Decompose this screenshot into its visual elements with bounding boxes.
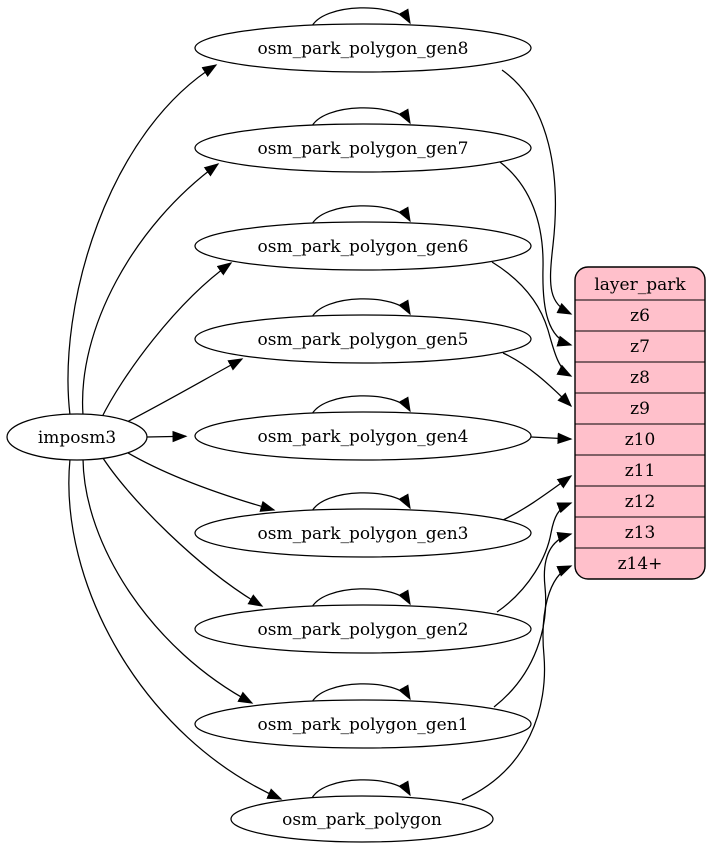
edge-imposm3-to-gen4: [146, 430, 188, 443]
edge-imposm3-to-gen3: [122, 449, 276, 512]
node-osm-park-polygon-gen4: osm_park_polygon_gen4: [194, 411, 532, 461]
row-z7: z7: [630, 337, 650, 357]
self-loop-gen3: [310, 492, 411, 514]
row-z8: z8: [630, 368, 650, 388]
node-osm-park-polygon-gen7: osm_park_polygon_gen7: [194, 123, 532, 173]
row-z10: z10: [625, 430, 656, 450]
gen5-ellipse: [194, 314, 532, 364]
node-osm-park-polygon-gen2: osm_park_polygon_gen2: [194, 604, 532, 654]
edge-imposm3-to-polygon: [68, 458, 283, 800]
gen2-label: osm_park_polygon_gen2: [258, 620, 469, 640]
node-osm-park-polygon-gen8: osm_park_polygon_gen8: [194, 23, 532, 73]
gen5-label: osm_park_polygon_gen5: [258, 330, 469, 350]
edge-imposm3-to-gen2: [100, 454, 264, 607]
row-z13: z13: [625, 523, 656, 543]
node-imposm3: imposm3: [6, 413, 148, 461]
imposm3-label: imposm3: [38, 428, 116, 448]
gen7-ellipse: [194, 123, 532, 173]
edge-gen4-to-z10: [530, 432, 573, 445]
gen6-label: osm_park_polygon_gen6: [258, 237, 469, 257]
row-z12: z12: [625, 492, 656, 512]
gen7-label: osm_park_polygon_gen7: [258, 139, 469, 159]
edge-polygon-to-z14plus: [461, 565, 573, 801]
self-loop-gen4: [310, 395, 411, 417]
edge-gen5-to-z9: [502, 352, 573, 408]
self-loop-gen5: [310, 298, 411, 320]
self-loop-polygon: [310, 779, 411, 801]
gen4-label: osm_park_polygon_gen4: [258, 427, 469, 447]
edges-tables-to-layer: [461, 69, 573, 801]
self-loop-gen8: [310, 7, 411, 29]
edges-source-to-tables: [67, 64, 283, 800]
layer-park-title: layer_park: [594, 275, 686, 295]
self-loop-gen6: [310, 205, 411, 227]
edge-gen8-to-z6: [501, 69, 573, 315]
edge-imposm3-to-gen1: [82, 458, 254, 704]
gen4-ellipse: [194, 411, 532, 461]
node-osm-park-polygon: osm_park_polygon: [230, 795, 494, 843]
polygon-label: osm_park_polygon: [282, 810, 442, 830]
gen3-label: osm_park_polygon_gen3: [258, 524, 469, 544]
gen1-ellipse: [194, 699, 532, 749]
gen3-ellipse: [194, 508, 532, 558]
row-z9: z9: [630, 399, 650, 419]
node-osm-park-polygon-gen3: osm_park_polygon_gen3: [194, 508, 532, 558]
edge-imposm3-to-gen7: [81, 163, 220, 416]
edge-gen6-to-z8: [491, 261, 573, 377]
node-osm-park-polygon-gen5: osm_park_polygon_gen5: [194, 314, 532, 364]
gen6-ellipse: [194, 221, 532, 271]
gen2-ellipse: [194, 604, 532, 654]
self-loop-gen7: [310, 107, 411, 129]
edge-imposm3-to-gen8: [67, 64, 218, 416]
edge-imposm3-to-gen6: [100, 262, 233, 420]
row-z14plus: z14+: [618, 554, 663, 574]
gen1-label: osm_park_polygon_gen1: [258, 715, 469, 735]
edge-gen3-to-z11: [502, 475, 573, 521]
polygon-ellipse: [230, 795, 494, 843]
row-z6: z6: [630, 306, 650, 326]
imposm3-ellipse: [6, 413, 148, 461]
gen8-label: osm_park_polygon_gen8: [258, 39, 469, 59]
node-osm-park-polygon-gen6: osm_park_polygon_gen6: [194, 221, 532, 271]
self-loop-edges: [310, 7, 411, 801]
row-z11: z11: [625, 461, 656, 481]
edge-gen1-to-z13: [493, 532, 573, 708]
edge-gen2-to-z12: [496, 502, 573, 613]
layer-park-box: [574, 266, 706, 580]
edge-gen7-to-z7: [499, 161, 573, 347]
self-loop-gen1: [310, 683, 411, 705]
node-osm-park-polygon-gen1: osm_park_polygon_gen1: [194, 699, 532, 749]
self-loop-gen2: [310, 588, 411, 610]
edge-imposm3-to-gen5: [122, 358, 244, 425]
gen8-ellipse: [194, 23, 532, 73]
node-layer-park: layer_park z6 z7 z8 z9 z10 z11 z12 z13 z…: [574, 266, 706, 580]
